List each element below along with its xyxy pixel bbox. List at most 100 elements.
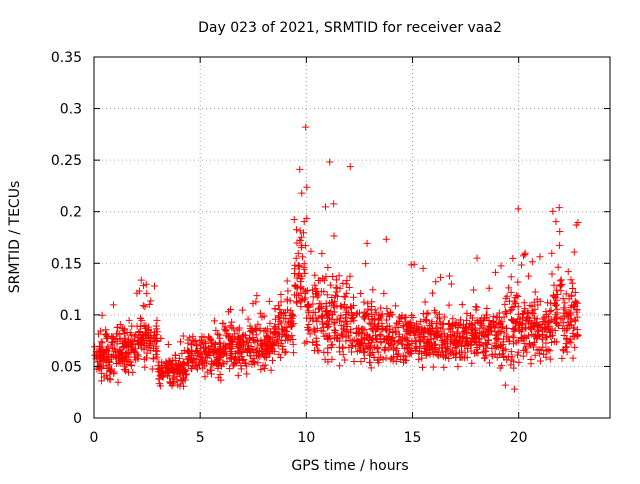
data-point: [298, 241, 306, 249]
data-point: [314, 305, 322, 313]
data-point: [309, 300, 317, 308]
data-point: [377, 332, 385, 340]
data-points: [90, 123, 582, 393]
data-point: [492, 321, 500, 329]
data-point: [336, 348, 344, 356]
data-point: [359, 339, 367, 347]
data-point: [122, 367, 130, 375]
data-point: [569, 332, 577, 340]
data-point: [475, 335, 483, 343]
data-point: [532, 318, 540, 326]
data-point: [343, 304, 351, 312]
data-point: [169, 379, 177, 387]
data-point: [113, 340, 121, 348]
data-point: [377, 312, 385, 320]
data-point: [497, 262, 505, 270]
data-point: [489, 318, 497, 326]
data-point: [528, 330, 536, 338]
data-point: [445, 320, 453, 328]
data-point: [383, 316, 391, 324]
data-point: [407, 261, 415, 269]
data-point: [268, 357, 276, 365]
data-point: [311, 271, 319, 279]
data-point: [240, 356, 248, 364]
data-point: [539, 335, 547, 343]
data-point: [280, 314, 288, 322]
data-point: [347, 303, 355, 311]
data-point: [223, 358, 231, 366]
data-point: [93, 358, 101, 366]
axis-ticks: 0 0.05 0.1 0.15 0.2 0.25 0.3 0.35 0 5 10 15 20: [51, 50, 610, 446]
data-point: [416, 343, 424, 351]
data-point: [497, 319, 505, 327]
data-point: [157, 335, 165, 343]
data-point: [568, 279, 576, 287]
data-point: [106, 376, 114, 384]
data-point: [282, 348, 290, 356]
data-point: [137, 276, 145, 284]
data-point: [365, 319, 373, 327]
data-point: [281, 349, 289, 357]
data-point: [558, 354, 566, 362]
data-point: [323, 291, 331, 299]
data-point: [343, 289, 351, 297]
data-point: [233, 357, 241, 365]
data-point: [336, 337, 344, 345]
data-point: [499, 323, 507, 331]
data-point: [373, 345, 381, 353]
data-point: [507, 273, 515, 281]
data-point: [573, 326, 581, 334]
x-tick-label: 20: [510, 430, 528, 446]
data-point: [356, 309, 364, 317]
data-point: [330, 232, 338, 240]
data-point: [303, 287, 311, 295]
data-point: [290, 270, 298, 278]
data-point: [389, 328, 397, 336]
data-point: [145, 325, 153, 333]
x-tick-label: 15: [404, 430, 422, 446]
data-point: [358, 325, 366, 333]
data-point: [552, 301, 560, 309]
data-point: [142, 354, 150, 362]
data-point: [372, 309, 380, 317]
data-point: [176, 354, 184, 362]
data-point: [563, 343, 571, 351]
data-point: [342, 311, 350, 319]
data-point: [292, 254, 300, 262]
data-point: [199, 358, 207, 366]
data-point: [440, 330, 448, 338]
data-point: [226, 322, 234, 330]
data-point: [560, 309, 568, 317]
data-point: [480, 354, 488, 362]
data-point: [559, 319, 567, 327]
data-point: [289, 340, 297, 348]
data-point: [134, 339, 142, 347]
data-point: [511, 299, 519, 307]
data-point: [307, 247, 315, 255]
data-point: [456, 353, 464, 361]
data-point: [463, 316, 471, 324]
data-point: [571, 297, 579, 305]
data-point: [249, 300, 257, 308]
chart-title: Day 023 of 2021, SRMTID for receiver vaa…: [198, 20, 502, 36]
data-point: [218, 351, 226, 359]
data-point: [105, 363, 113, 371]
data-point: [210, 317, 218, 325]
data-point: [192, 363, 200, 371]
data-point: [298, 189, 306, 197]
data-point: [325, 314, 333, 322]
data-point: [531, 305, 539, 313]
data-point: [468, 337, 476, 345]
data-point: [306, 330, 314, 338]
data-point: [146, 347, 154, 355]
data-point: [536, 357, 544, 365]
data-point: [297, 275, 305, 283]
data-point: [473, 316, 481, 324]
data-point: [291, 281, 299, 289]
data-point: [119, 343, 127, 351]
data-point: [126, 329, 134, 337]
data-point: [254, 320, 262, 328]
data-point: [277, 291, 285, 299]
data-point: [570, 333, 578, 341]
data-point: [509, 254, 517, 262]
